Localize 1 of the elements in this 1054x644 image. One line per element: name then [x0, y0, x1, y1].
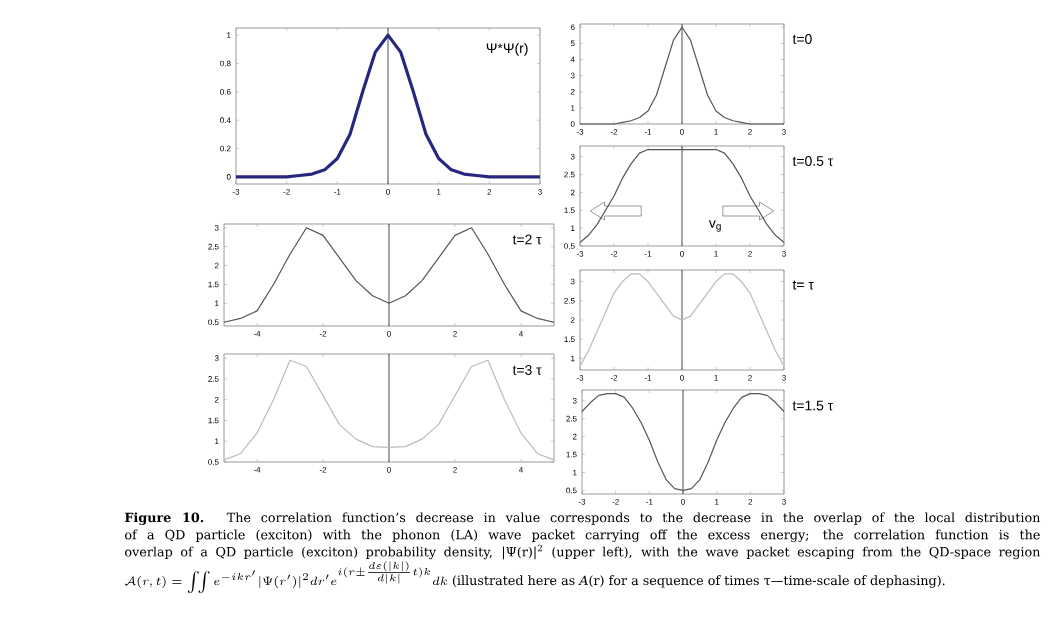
text: $\mathcal{A}(r,t)=\int\!\!\int e^{-ikr'}|\Psi(r')|^{2}dr'e^{i(r\pm\frac{d\varepsilon(|k|)}{d|k|}t)k}dk$	[125, 561, 447, 594]
